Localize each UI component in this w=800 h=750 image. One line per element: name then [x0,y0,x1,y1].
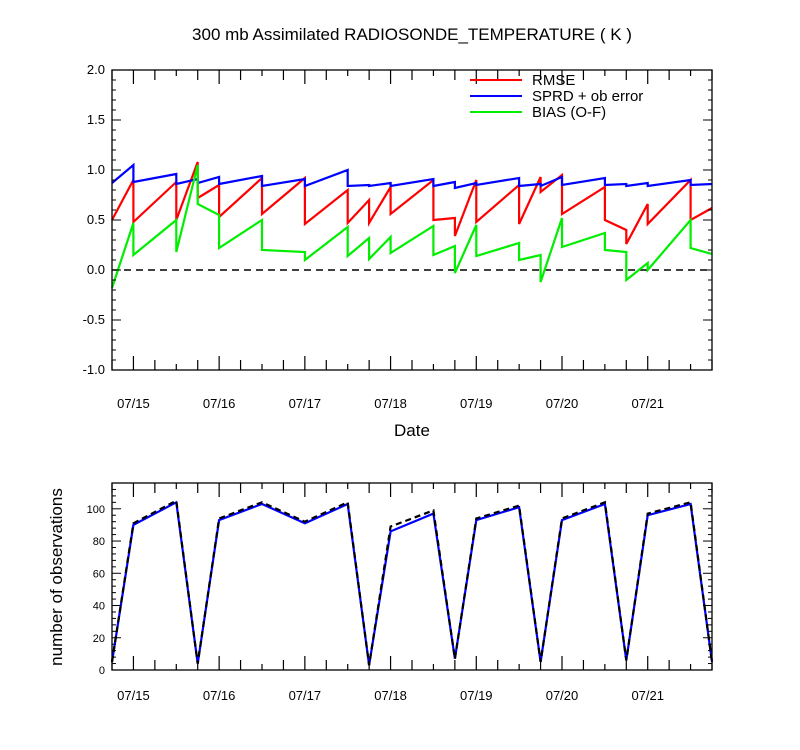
y-tick-label: 0 [99,665,105,677]
y-tick-label: 2.0 [87,62,105,77]
x-tick-label: 07/18 [374,688,407,703]
y-tick-label: 0.5 [87,212,105,227]
x-tick-label: 07/17 [289,688,322,703]
y-tick-label: 60 [93,568,105,580]
y-tick-label: -0.5 [83,312,105,327]
x-tick-label: 07/17 [289,396,322,411]
y-tick-label: 1.5 [87,112,105,127]
legend-label: RMSE [532,72,575,89]
x-tick-label: 07/16 [203,396,236,411]
top-plot-area: -1.0 -0.5 0.0 0.5 1.0 1.5 2.0 07/15 07/16 07/17 07… [83,62,713,411]
bottom-plot-area: 0 20 40 60 80 100 07/15 07/16 07/17 07/18 07/19 07/… [87,482,714,703]
plot-frame [111,69,713,371]
legend-label: BIAS (O-F) [532,104,606,121]
x-tick-label: 07/20 [546,688,579,703]
bottom-panel: 0 20 40 60 80 100 07/15 07/16 07/17 07/18 07/19 07/… [47,482,714,703]
series-line-sprd-ob-error [111,162,713,190]
x-tick-label: 07/19 [460,396,493,411]
series-line-rmse [111,161,713,245]
series-line-bias-o-f- [110,164,713,289]
x-tick-label: 07/15 [117,688,150,703]
y-tick-label: 100 [87,504,105,516]
series-line-assimilated [110,500,714,666]
x-tick-label: 07/21 [631,688,664,703]
x-tick-label: 07/21 [631,396,664,411]
y-tick-label: 80 [93,536,105,548]
x-tick-label: 07/20 [546,396,579,411]
x-tick-label: 07/15 [117,396,150,411]
y-tick-label: 20 [93,633,105,645]
y-tick-label: 40 [93,601,105,613]
legend-label: SPRD + ob error [532,88,643,105]
series-line-possible [110,498,714,666]
y-tick-label: 0.0 [87,262,105,277]
y-tick-label: 1.0 [87,162,105,177]
x-tick-label: 07/18 [374,396,407,411]
x-axis-label: Date [394,421,430,440]
chart-title: 300 mb Assimilated RADIOSONDE_TEMPERATUR… [192,25,632,44]
top-panel: 300 mb Assimilated RADIOSONDE_TEMPERATUR… [83,25,713,440]
y-tick-label: -1.0 [83,362,105,377]
x-tick-label: 07/19 [460,688,493,703]
y-axis-label-observations: number of observations [47,488,66,666]
x-tick-label: 07/16 [203,688,236,703]
